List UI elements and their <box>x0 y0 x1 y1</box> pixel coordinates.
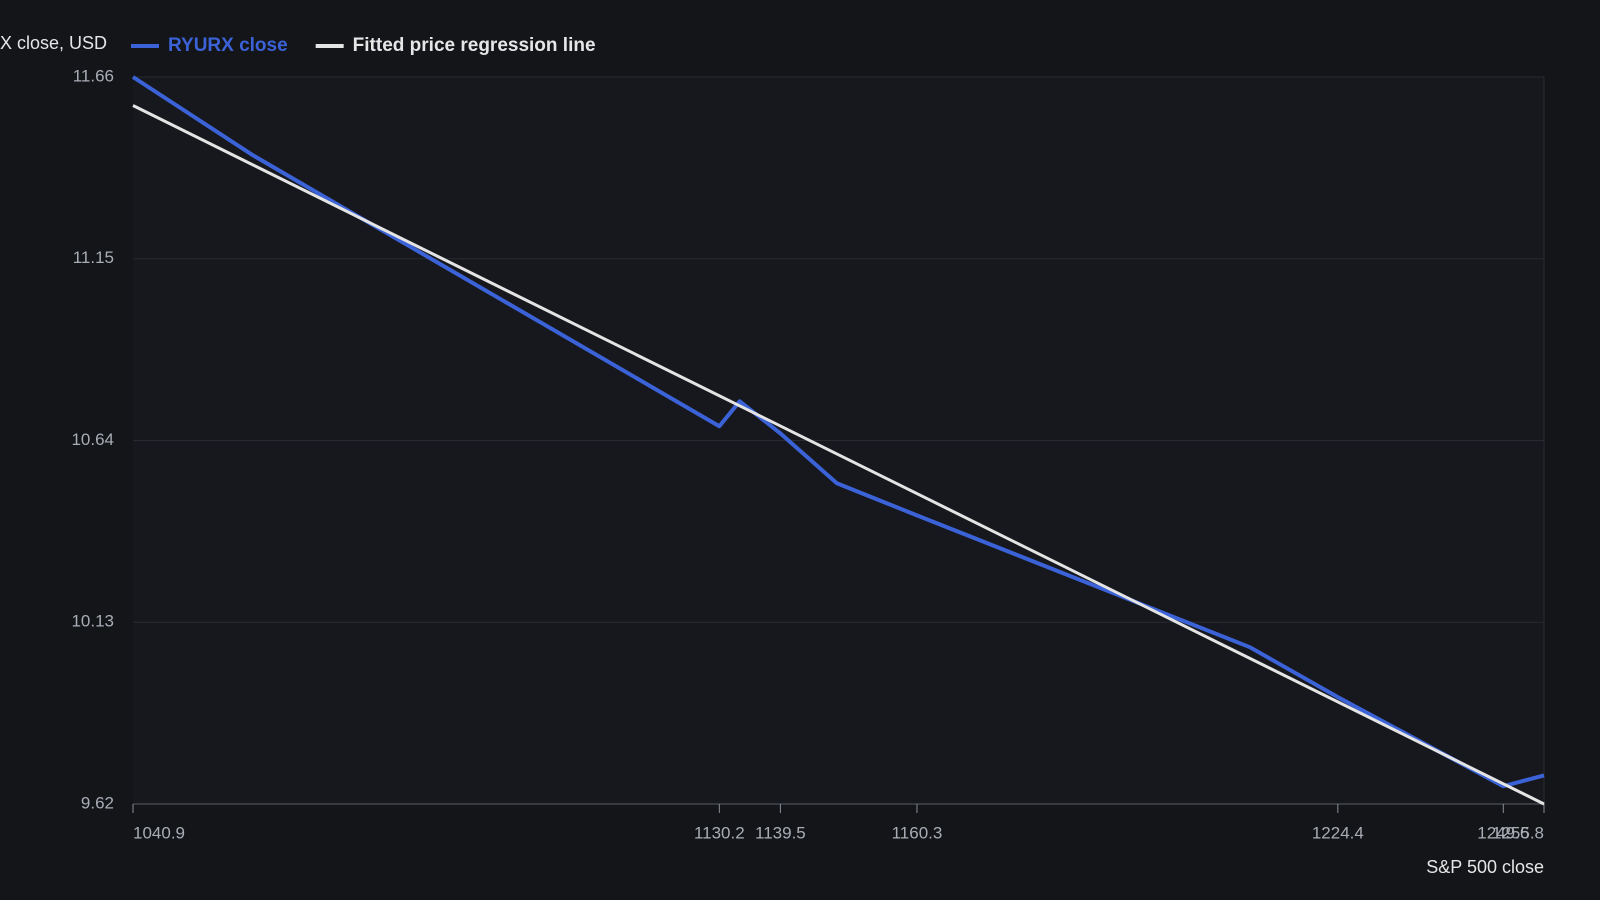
y-tick-label: 9.62 <box>81 793 114 812</box>
series-line <box>131 75 1545 789</box>
y-axis-label: X close, USD <box>0 33 107 53</box>
x-tick-label: 1130.2 <box>694 823 745 842</box>
x-tick-label: 1160.3 <box>892 823 943 842</box>
x-tick-label: 1040.9 <box>133 823 185 842</box>
series-line <box>132 104 1545 806</box>
x-tick-label: 1255.8 <box>1492 823 1544 842</box>
y-tick-label: 10.13 <box>71 612 114 631</box>
x-tick-label: 1249.6 <box>1477 823 1529 842</box>
y-tick-label: 10.64 <box>71 430 114 449</box>
y-tick-label: 11.15 <box>73 248 114 267</box>
x-tick-label: 1224.4 <box>1312 823 1364 842</box>
y-tick-label: 11.66 <box>73 66 114 85</box>
legend-text: RYURX close <box>168 35 288 56</box>
x-tick-label: 1139.5 <box>755 823 806 842</box>
x-axis-label: S&P 500 close <box>1426 857 1544 877</box>
legend-text: Fitted price regression line <box>353 35 596 56</box>
